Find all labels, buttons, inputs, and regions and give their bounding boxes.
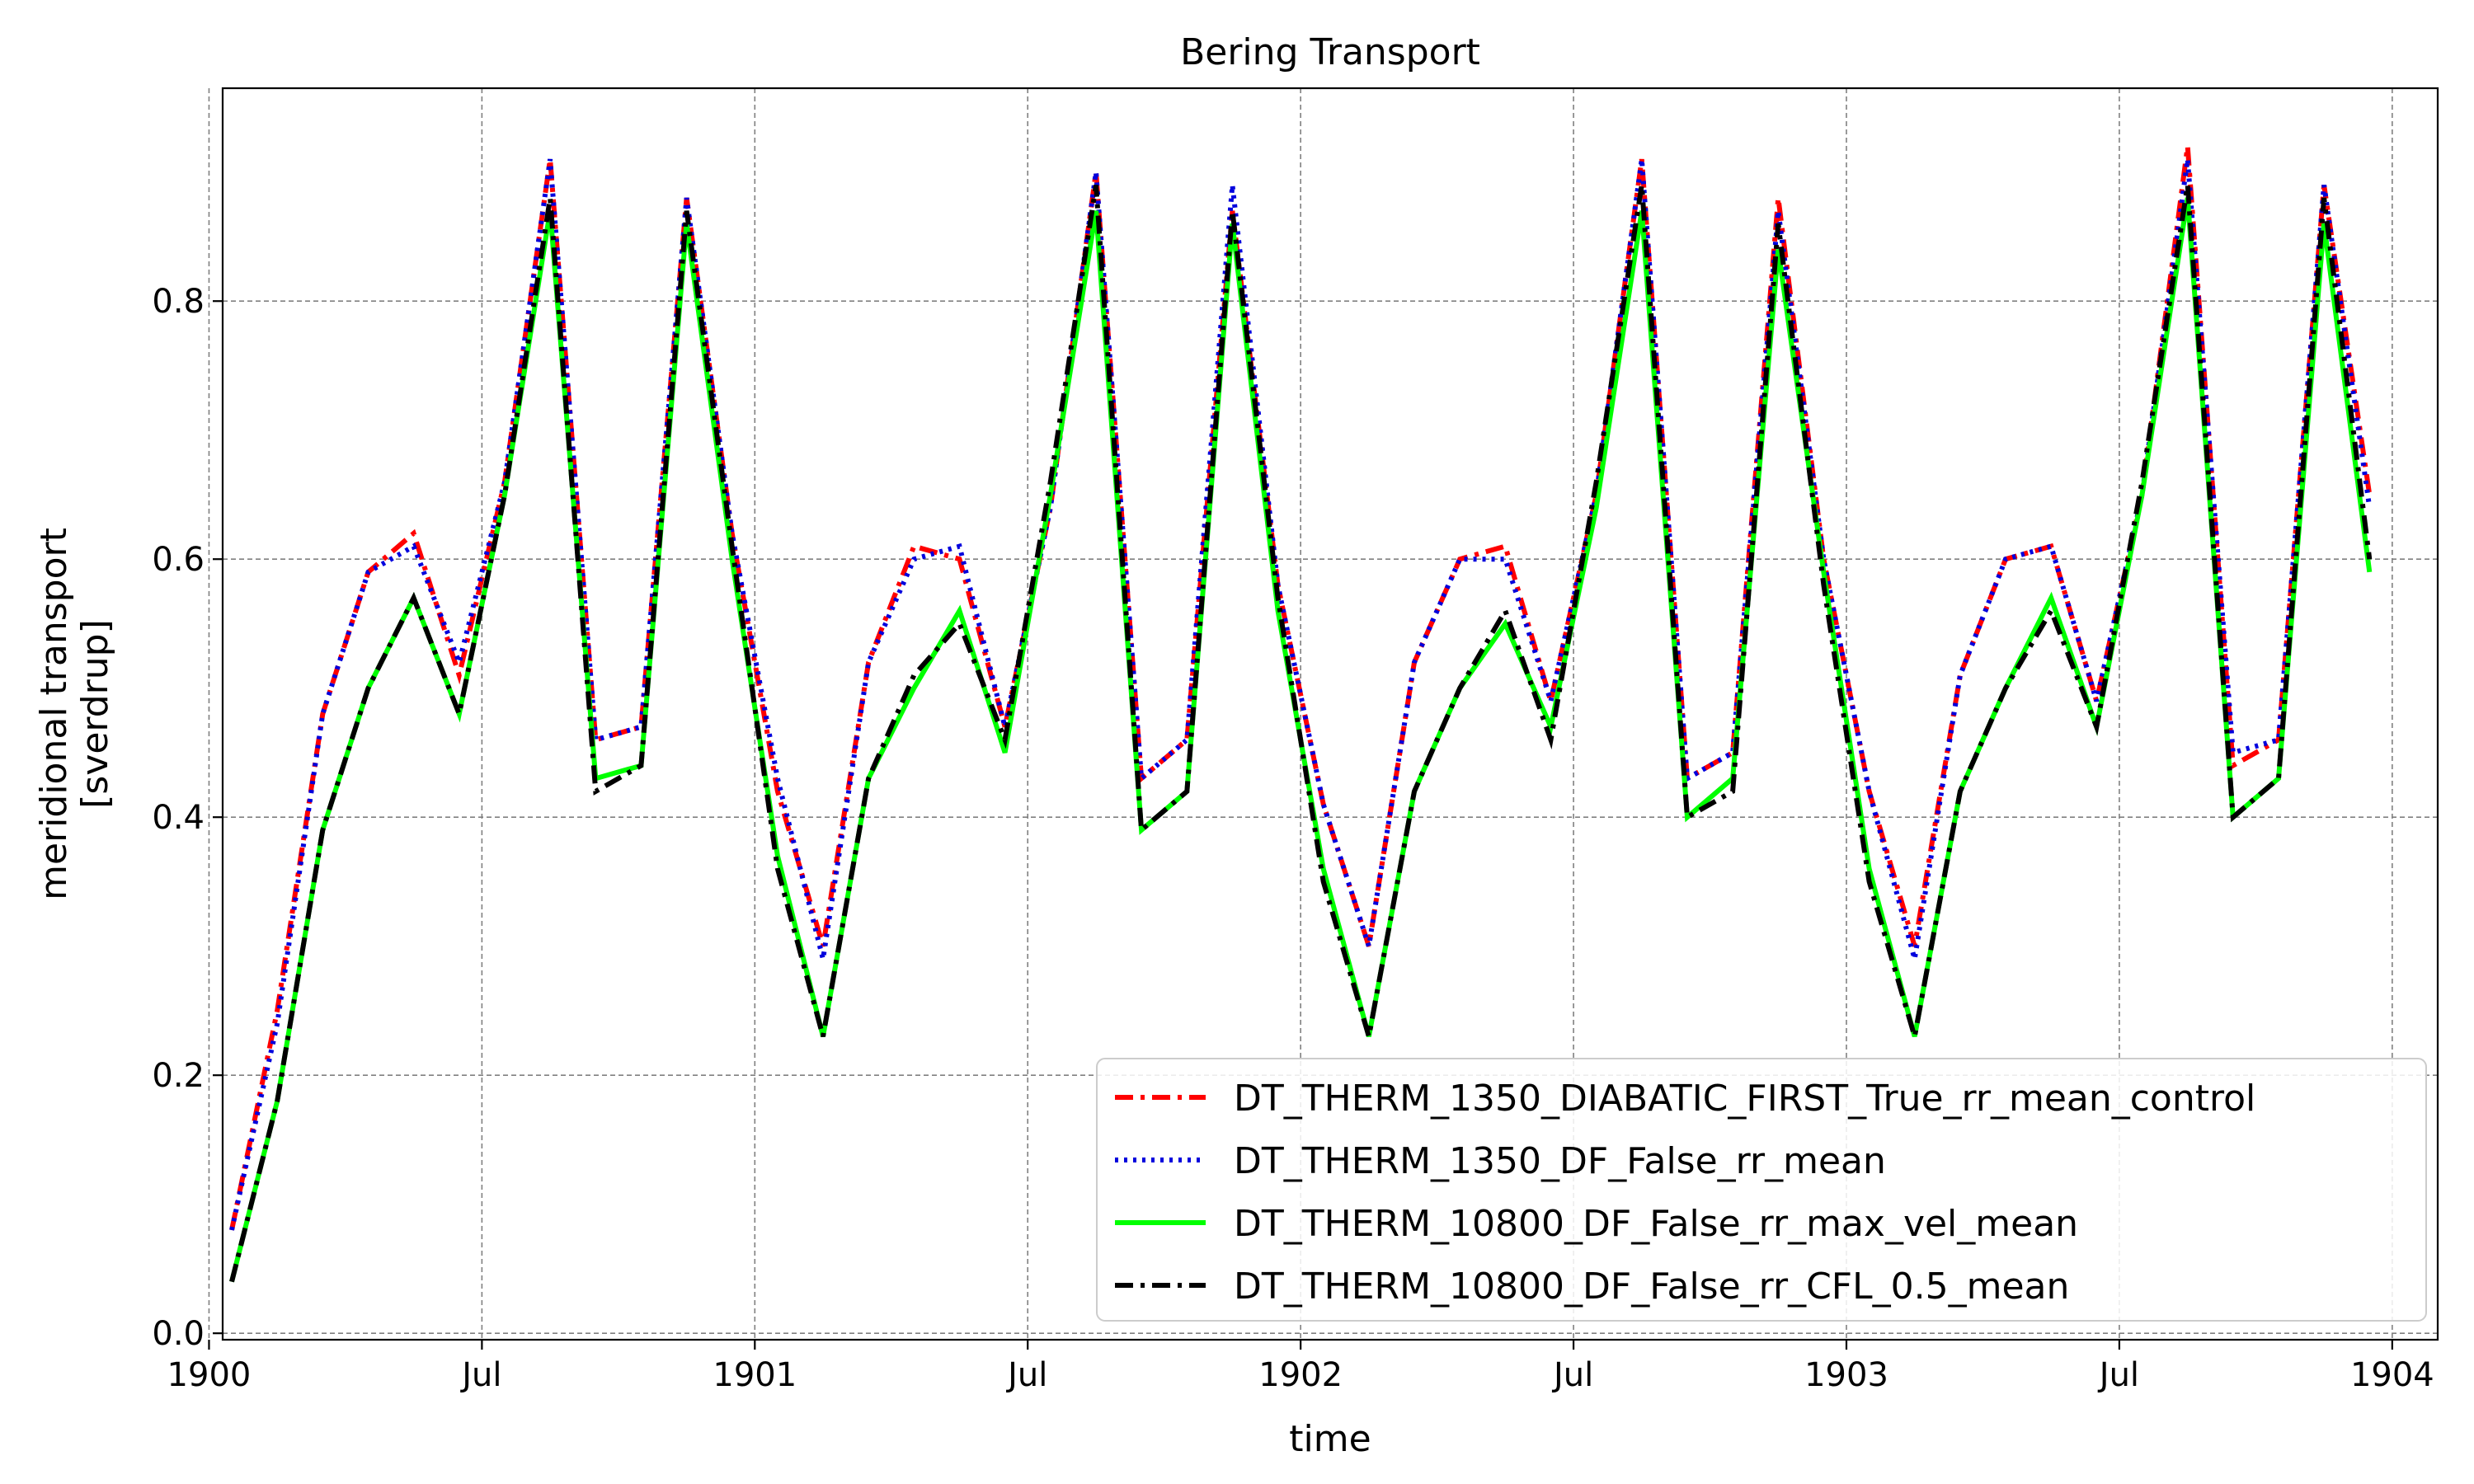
y-axis-label-line-1: meridional transport bbox=[33, 528, 75, 900]
plot-frame bbox=[221, 87, 2439, 1341]
y-axis-label: meridional transport [sverdrup] bbox=[33, 528, 116, 900]
x-axis-label: time bbox=[1289, 1418, 1371, 1460]
y-axis-label-line-2: [sverdrup] bbox=[74, 619, 116, 809]
legend-label-1: DT_THERM_1350_DIABATIC_FIRST_True_rr_mea… bbox=[1234, 1078, 2255, 1120]
x-tick-label: 1904 bbox=[2350, 1356, 2434, 1394]
x-tick-label: Jul bbox=[1551, 1356, 1593, 1394]
legend-box bbox=[1096, 1058, 2427, 1322]
y-tick-label: 0.2 bbox=[152, 1057, 205, 1095]
x-tick-label: 1902 bbox=[1258, 1356, 1343, 1394]
chart-title: Bering Transport bbox=[1180, 31, 1480, 73]
x-tick-label: Jul bbox=[459, 1356, 501, 1394]
legend-label-4: DT_THERM_10800_DF_False_rr_CFL_0.5_mean bbox=[1234, 1266, 2069, 1308]
ticks: 1900 Jul 1901 Jul 1902 Jul 1903 Jul 1904 0.0 0.2 0.… bbox=[152, 283, 2434, 1394]
legend: DT_THERM_1350_DIABATIC_FIRST_True_rr_mea… bbox=[1096, 1058, 2427, 1322]
legend-label-2: DT_THERM_1350_DF_False_rr_mean bbox=[1234, 1140, 1886, 1182]
series-layer bbox=[229, 146, 2373, 1283]
series-line-2 bbox=[229, 158, 2373, 1231]
y-tick-label: 0.4 bbox=[152, 799, 205, 837]
x-tick-label: 1903 bbox=[1804, 1356, 1888, 1394]
y-tick-label: 0.0 bbox=[152, 1315, 205, 1353]
legend-label-3: DT_THERM_10800_DF_False_rr_max_vel_mean bbox=[1234, 1203, 2078, 1245]
x-tick-label: 1901 bbox=[713, 1356, 797, 1394]
y-tick-label: 0.6 bbox=[152, 541, 205, 579]
x-tick-label: Jul bbox=[1005, 1356, 1047, 1394]
series-line-4 bbox=[229, 184, 2373, 1283]
x-tick-label: 1900 bbox=[167, 1356, 252, 1394]
x-tick-label: Jul bbox=[2097, 1356, 2139, 1394]
y-tick-label: 0.8 bbox=[152, 283, 205, 321]
